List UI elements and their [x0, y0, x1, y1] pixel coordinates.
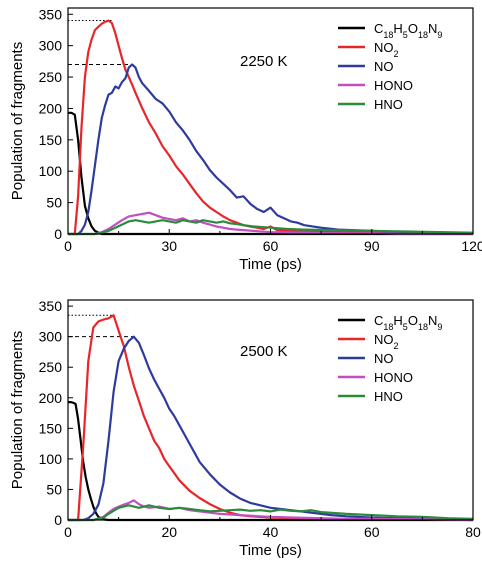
series-line-hno [68, 219, 474, 236]
x-tick-label: 80 [465, 524, 481, 540]
y-axis-title: Population of fragments [9, 331, 26, 489]
y-tick-label: 150 [39, 132, 63, 148]
x-tick-label: 120 [461, 238, 482, 254]
y-tick-label: 250 [39, 69, 63, 85]
x-axis-title: Time (ps) [239, 542, 302, 559]
plot-frame [67, 7, 474, 235]
chart-panel-top: 0 30 60 90 120 0 50 100 150 200 250 300 350 Time (ps)… [9, 6, 482, 273]
legend-label: HONO [374, 370, 413, 385]
y-tick-label: 100 [39, 451, 63, 467]
y-tick-label: 250 [39, 359, 63, 375]
legend-label: HONO [374, 78, 413, 93]
series-line-no [68, 63, 474, 236]
y-tick-label: 50 [46, 481, 62, 497]
y-tick-label: 0 [54, 226, 62, 242]
chart-panel-bottom: 0 20 40 60 80 0 50 100 150 200 250 300 350 Time (ps) P… [9, 298, 481, 559]
legend-label: NO2 [374, 332, 399, 351]
x-tick-label: 90 [364, 238, 380, 254]
legend-label: NO [374, 59, 394, 74]
legend-label: C18H5O18N9 [374, 21, 442, 40]
legend-label: NO [374, 351, 394, 366]
y-tick-label: 300 [39, 329, 63, 345]
series-line-no [68, 335, 474, 522]
legend-label: NO2 [374, 40, 399, 59]
y-tick-label: 200 [39, 100, 63, 116]
x-tick-label: 60 [364, 524, 380, 540]
x-tick-label: 0 [64, 238, 72, 254]
y-axis-title: Population of fragments [9, 42, 26, 200]
y-tick-label: 350 [39, 6, 63, 22]
x-tick-label: 60 [263, 238, 279, 254]
legend-label: C18H5O18N9 [374, 313, 442, 332]
x-tick-label: 20 [161, 524, 177, 540]
y-tick-label: 100 [39, 163, 63, 179]
series-line-hno [68, 504, 474, 522]
x-tick-label: 30 [161, 238, 177, 254]
y-tick-label: 300 [39, 38, 63, 54]
y-tick-label: 150 [39, 420, 63, 436]
y-tick-label: 350 [39, 298, 63, 314]
x-tick-label: 40 [263, 524, 279, 540]
plot-frame [67, 299, 474, 521]
y-tick-label: 200 [39, 390, 63, 406]
temperature-label: 2500 K [240, 343, 288, 360]
x-axis-title: Time (ps) [239, 256, 302, 273]
legend-label: HNO [374, 97, 403, 112]
y-tick-label: 50 [46, 195, 62, 211]
legend-label: HNO [374, 389, 403, 404]
y-tick-label: 0 [54, 512, 62, 528]
temperature-label: 2250 K [240, 53, 288, 70]
x-tick-label: 0 [64, 524, 72, 540]
